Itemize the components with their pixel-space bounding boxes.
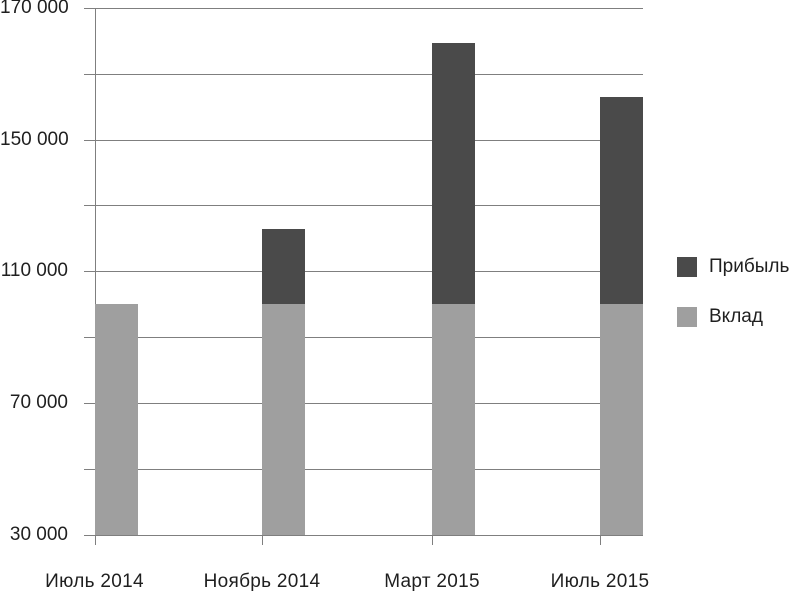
bar-segment-profit <box>432 43 476 304</box>
bar-segment-deposit <box>599 303 644 535</box>
gridline <box>83 468 643 470</box>
x-axis-category-label: Ноябрь 2014 <box>203 571 321 592</box>
gridline <box>83 73 643 75</box>
gridline <box>83 402 643 404</box>
gridline <box>83 8 643 9</box>
legend: Прибыль Вклад <box>677 257 789 357</box>
bar-segment-deposit <box>94 303 138 535</box>
y-axis-tick-label: 170 000 <box>0 0 69 18</box>
y-axis-line <box>94 8 96 545</box>
x-axis-tick <box>599 534 601 545</box>
profit-swatch-icon <box>677 257 697 277</box>
bar-segment-profit <box>599 96 644 304</box>
gridline <box>83 205 643 207</box>
deposit-swatch-icon <box>677 307 697 327</box>
bar-segment-profit <box>262 229 306 304</box>
gridline <box>83 534 643 536</box>
legend-label-profit: Прибыль <box>709 256 790 277</box>
gridline <box>83 139 643 141</box>
y-axis-tick-label: 150 000 <box>0 128 69 150</box>
y-axis-tick-label: 110 000 <box>0 260 68 282</box>
x-axis-tick <box>262 534 263 545</box>
bar-segment-deposit <box>262 303 306 535</box>
legend-item-deposit: Вклад <box>677 307 789 327</box>
legend-item-profit: Прибыль <box>677 257 789 277</box>
gridline <box>83 337 643 339</box>
plot-area <box>83 8 644 545</box>
x-axis-category-label: Июль 2015 <box>550 571 650 592</box>
x-axis-category-label: Июль 2014 <box>45 571 144 592</box>
gridline <box>83 271 643 273</box>
bar-segment-deposit <box>432 303 476 535</box>
x-axis-category-label: Март 2015 <box>384 571 480 592</box>
y-axis-tick-label: 30 000 <box>9 523 68 545</box>
y-axis-tick-label: 70 000 <box>9 391 68 413</box>
legend-label-deposit: Вклад <box>709 306 763 327</box>
x-axis-tick <box>432 534 434 545</box>
x-axis-tick <box>94 534 96 545</box>
